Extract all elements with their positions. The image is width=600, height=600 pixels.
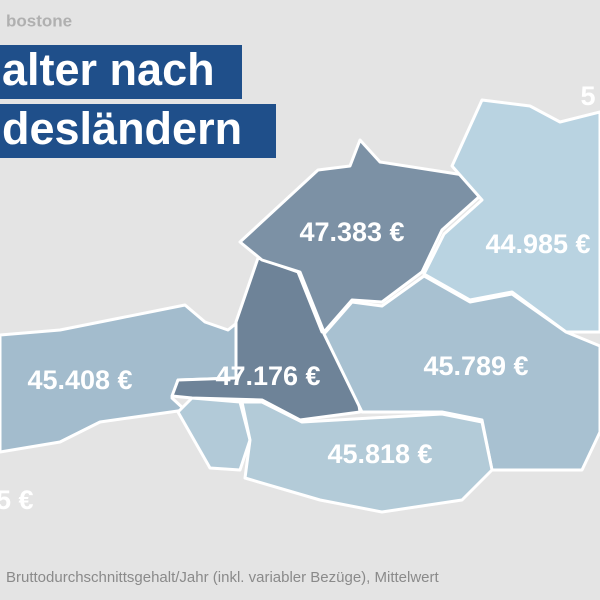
region-value: 45.818 € xyxy=(327,439,432,469)
partial-value: 5 € xyxy=(0,485,34,515)
title-box xyxy=(0,104,276,158)
source: bostone xyxy=(6,11,72,30)
footnote: Bruttodurchschnittsgehalt/Jahr (inkl. va… xyxy=(6,569,440,586)
region-osttirol xyxy=(176,396,252,472)
region-value: 45.408 € xyxy=(27,365,132,395)
title-line: desländern xyxy=(2,103,242,154)
region-kaernten xyxy=(240,400,494,514)
title-line: alter nach xyxy=(2,44,215,95)
title-box xyxy=(0,45,242,99)
region-steiermark xyxy=(322,274,600,472)
region-oberoesterreich xyxy=(238,138,482,334)
partial-value: 5 xyxy=(580,81,595,111)
region-value: 44.985 € xyxy=(485,229,590,259)
region-value: 47.383 € xyxy=(299,217,404,247)
region-value: 47.176 € xyxy=(215,361,320,391)
region-value: 45.789 € xyxy=(423,351,528,381)
